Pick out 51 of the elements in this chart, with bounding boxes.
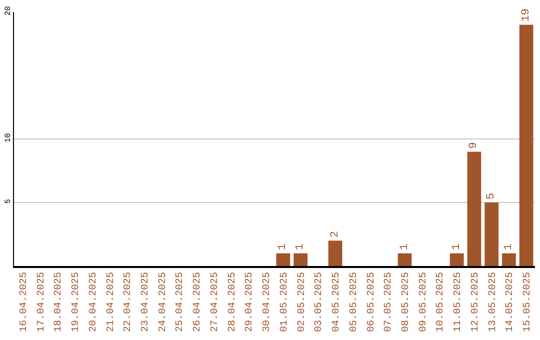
- data-label: 5: [486, 192, 498, 200]
- data-label: 19: [520, 8, 532, 22]
- y-tick-label: 5: [4, 198, 13, 204]
- data-label: 1: [398, 243, 411, 250]
- bar: [484, 202, 499, 266]
- x-tick-label: 18.04.2025: [54, 272, 65, 332]
- y-tick-label: 20: [4, 6, 13, 16]
- x-tick-label: 14.05.2025: [505, 272, 516, 332]
- x-tick-label: 27.04.2025: [210, 272, 221, 332]
- x-tick-label: 12.05.2025: [470, 272, 482, 332]
- x-tick-label: 28.04.2025: [227, 272, 238, 332]
- x-tick-label: 20.04.2025: [88, 272, 100, 332]
- x-tick-label: 08.05.2025: [401, 272, 412, 332]
- data-label: 2: [329, 230, 342, 238]
- x-tick-label: 07.05.2025: [384, 272, 395, 332]
- x-tick-label: 30.04.2025: [262, 272, 274, 332]
- x-tick-label: 21.04.2025: [106, 272, 117, 332]
- data-label: 1: [277, 243, 290, 250]
- x-tick-label: 04.05.2025: [332, 272, 343, 332]
- x-tick-label: 01.05.2025: [279, 272, 290, 332]
- x-tick-label: 13.05.2025: [488, 272, 499, 332]
- bar: [398, 253, 412, 266]
- x-tick-label: 11.05.2025: [453, 272, 464, 332]
- bar: [294, 253, 308, 266]
- x-tick-label: 09.05.2025: [418, 272, 430, 332]
- x-tick-label: 02.05.2025: [296, 272, 308, 332]
- x-tick-label: 16.04.2025: [18, 272, 30, 332]
- x-tick-label: 29.04.2025: [244, 272, 256, 332]
- x-tick-label: 03.05.2025: [314, 272, 326, 332]
- x-tick-label: 24.04.2025: [158, 272, 169, 332]
- x-tick-label: 17.04.2025: [36, 272, 48, 332]
- data-label: 1: [502, 243, 515, 250]
- x-tick-label: 26.04.2025: [192, 272, 204, 332]
- x-tick-label: 19.04.2025: [71, 272, 82, 332]
- data-label: 9: [468, 142, 480, 149]
- y-tick-label: 10: [4, 132, 13, 143]
- x-tick-label: 22.04.2025: [123, 272, 134, 332]
- data-label: 1: [450, 243, 463, 250]
- x-tick-label: 23.04.2025: [140, 272, 152, 332]
- bar: [328, 240, 342, 266]
- bar: [519, 24, 534, 266]
- x-tick-label: 06.05.2025: [366, 272, 378, 332]
- bar: [276, 253, 290, 266]
- x-tick-label: 25.04.2025: [175, 272, 186, 332]
- bar: [502, 253, 516, 266]
- bar: [450, 253, 464, 266]
- data-label: 1: [294, 243, 307, 250]
- x-tick-label: 15.05.2025: [522, 272, 534, 332]
- bar: [467, 152, 482, 266]
- x-tick-label: 05.05.2025: [348, 272, 360, 332]
- x-tick-label: 10.05.2025: [436, 272, 447, 332]
